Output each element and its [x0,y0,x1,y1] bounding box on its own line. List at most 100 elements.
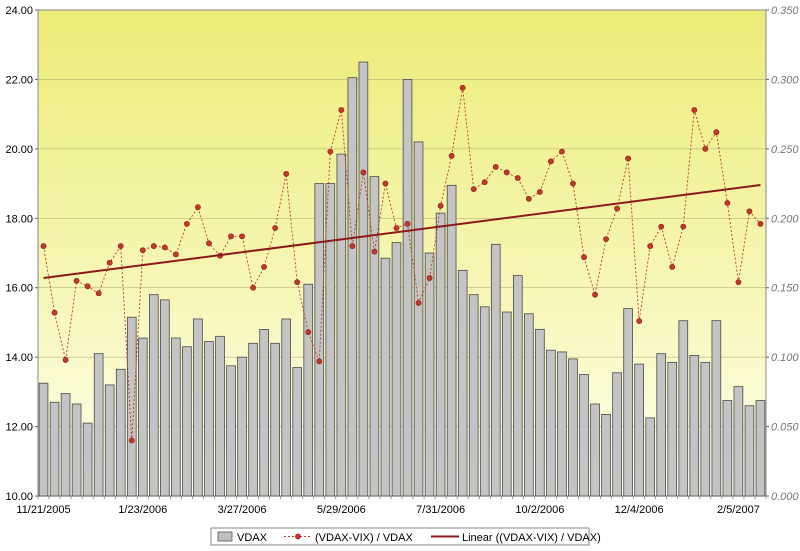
ratio-point [161,244,168,251]
bar-vdax [568,358,578,497]
bar-vdax [590,403,600,497]
ratio-point [448,152,455,159]
ratio-point [459,84,466,91]
legend-swatch-vdax [217,531,233,542]
ratio-point [195,204,201,211]
y2-tick-label: 0.350 [771,5,799,17]
ratio-point [294,279,301,286]
bar-vdax [358,61,369,497]
ratio-point [382,180,389,187]
vdax-bars [38,61,766,497]
bar-vdax [380,257,391,497]
bar-vdax [93,353,104,497]
ratio-point [327,148,334,155]
bar-vdax [237,356,247,497]
bar-vdax [226,365,236,497]
bar-vdax [137,337,148,497]
ratio-point [603,236,609,243]
ratio-point [283,170,290,177]
x-tick-label: 12/4/2006 [615,504,664,516]
y2-tick-label: 0.200 [771,213,799,225]
ratio-point [239,233,245,240]
bar-vdax [126,316,137,497]
bar-vdax [468,294,479,497]
bar-vdax [71,403,82,497]
bar-vdax [49,401,60,497]
bar-vdax [215,335,225,497]
legend-label-vdax: VDAX [237,532,268,544]
ratio-point [669,263,676,270]
ratio-point [95,290,102,297]
bar-vdax [501,311,512,497]
x-tick-label: 3/27/2006 [218,504,267,516]
y2-tick-label: 0.250 [771,144,799,156]
ratio-point [349,243,356,249]
x-tick-label: 11/21/2005 [16,504,70,516]
ratio-point [746,208,753,215]
x-tick-label: 2/5/2007 [717,504,760,516]
y-tick-label: 10.00 [5,491,33,503]
bar-vdax [700,361,711,497]
bar-vdax [645,417,655,497]
ratio-point [305,329,312,336]
bar-vdax [281,318,291,497]
bar-vdax [413,141,424,497]
bar-vdax [479,306,490,497]
bar-vdax [623,308,633,497]
plot-area [37,9,767,497]
ratio-point [757,220,764,227]
x-tick-label: 1/23/2006 [118,504,167,516]
ratio-point [393,225,400,231]
bar-vdax [744,405,755,497]
bar-vdax [204,341,214,497]
y-tick-label: 12.00 [5,422,33,434]
bar-vdax [248,342,258,497]
bar-vdax [369,176,380,497]
bar-vdax [513,275,523,497]
bar-vdax [270,342,280,497]
ratio-point [636,318,643,324]
bar-vdax [104,384,115,497]
bar-vdax [612,372,622,497]
y2-tick-label: 0.150 [771,283,799,295]
bar-vdax [490,243,501,497]
bar-vdax [182,346,192,497]
y-tick-label: 18.00 [5,213,33,225]
ratio-point [206,240,212,247]
bar-vdax [292,367,303,497]
ratio-point [503,169,510,176]
bar-vdax [259,328,269,497]
bar-vdax [656,353,667,497]
ratio-point [371,248,378,255]
ratio-point [51,309,58,316]
x-tick-label: 7/31/2006 [416,504,465,516]
bar-vdax [446,184,457,497]
y2-tick-label: 0.100 [771,352,799,364]
ratio-point [713,129,720,136]
bar-vdax [160,299,170,497]
x-axis: 11/21/2005 1/23/2006 3/27/2006 5/29/2006 7/3… [16,496,767,516]
y2-tick-label: 0.300 [771,74,799,86]
ratio-point [261,263,268,270]
bar-vdax [711,320,722,497]
ratio-point [62,357,69,363]
bar-vdax [171,337,181,497]
bar-vdax [82,422,93,497]
bar-vdax [424,252,435,497]
ratio-point [84,283,91,290]
ratio-point [250,284,256,291]
bar-vdax [733,386,744,497]
ratio-point [338,107,345,113]
legend-box [210,527,590,546]
ratio-point [360,169,367,176]
ratio-point [117,243,124,249]
ratio-point [415,300,422,306]
legend-marker-ratio [295,533,301,540]
ratio-point [625,155,632,162]
bar-vdax [402,79,413,497]
ratio-point [514,175,521,181]
ratio-point [150,243,157,249]
bar-vdax [535,328,545,497]
left-axis: 10.00 12.00 14.00 16.00 18.00 20.00 22.00 24.00 [5,5,38,503]
